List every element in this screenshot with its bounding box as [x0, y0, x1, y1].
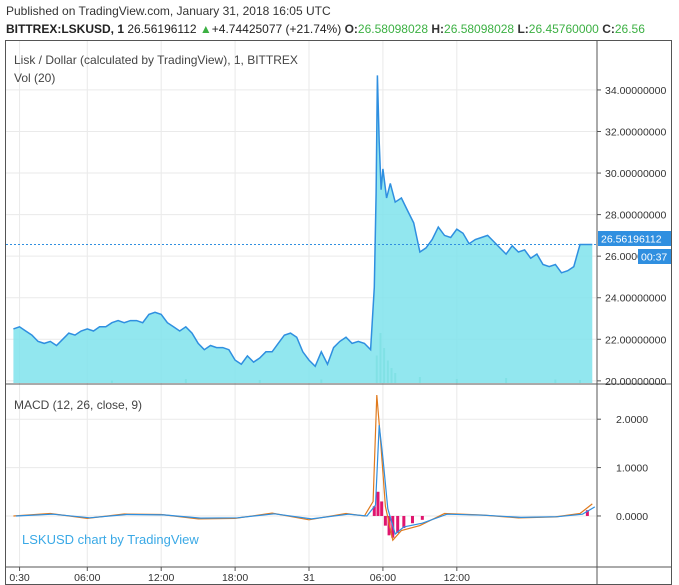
- time-tick-label: 12:00: [444, 572, 470, 584]
- macd-hist-bar: [420, 515, 424, 520]
- price-tag-bg: [598, 231, 671, 246]
- close-label: C:: [602, 22, 615, 36]
- macd-hist-bar: [585, 510, 589, 516]
- volume-legend: Vol (20): [14, 71, 55, 85]
- open-value: 26.58098028: [357, 22, 428, 36]
- time-tick-label: 31: [303, 572, 315, 584]
- macd-hist-bar: [402, 515, 406, 529]
- price-tick-label: 32.00000000: [605, 126, 666, 138]
- close-value: 26.56: [614, 22, 645, 36]
- watermark: LSKUSD chart by TradingView: [22, 532, 199, 547]
- high-label: H:: [431, 22, 445, 36]
- price-tick-label: 28.00000000: [605, 210, 666, 222]
- chart-canvas[interactable]: 34.00000000 32.00000000 30.00000000 28.0000…: [0, 40, 679, 585]
- open-label: O:: [344, 22, 358, 36]
- time-tick-label: 12:00: [148, 572, 174, 584]
- price-tick-label: 20.00000000: [605, 376, 666, 388]
- macd-hist-bar: [372, 506, 376, 516]
- quote-bar: BITTREX:LSKUSD, 1 26.56196112 ▲+4.744250…: [6, 22, 645, 36]
- macd-hist-bar: [410, 515, 414, 524]
- pane-title: Lisk / Dollar (calculated by TradingView…: [14, 53, 298, 67]
- symbol-label: BITTREX:LSKUSD, 1: [6, 22, 125, 36]
- low-value: 26.45760000: [528, 22, 599, 36]
- price-tick-label: 24.00000000: [605, 293, 666, 305]
- grid-lines: [6, 41, 596, 567]
- price-area: [13, 75, 593, 384]
- time-tick-label: 06:00: [74, 572, 100, 584]
- price-tag: 26.56196112: [601, 234, 662, 246]
- macd-hist-bar: [376, 491, 380, 516]
- price-axis: 34.00000000 32.00000000 30.00000000 28.0000…: [597, 85, 666, 388]
- price-tick-label: 34.00000000: [605, 85, 666, 97]
- macd-hist-bar: [383, 515, 387, 526]
- high-value: 26.58098028: [444, 22, 515, 36]
- price-tick-label: 26.00000000: [605, 251, 666, 263]
- price-tick-label: 30.00000000: [605, 168, 666, 180]
- macd-hist-bar: [380, 501, 384, 516]
- up-arrow-icon: ▲: [199, 22, 212, 36]
- macd-hist-bar: [396, 515, 400, 533]
- time-tick-label: 0:30: [9, 572, 30, 584]
- price-line: [13, 75, 593, 368]
- time-tick-label: 18:00: [222, 572, 248, 584]
- price-change: +4.74425077 (+21.74%): [211, 22, 342, 36]
- macd-tick-label: 2.0000: [616, 414, 648, 426]
- macd-tick-label: 1.0000: [616, 463, 648, 475]
- time-axis: 0:30 06:00 12:00 18:00 31 06:00 12:00: [9, 567, 470, 584]
- macd-axis: 2.0000 1.0000 0.0000: [597, 414, 648, 523]
- low-label: L:: [517, 22, 529, 36]
- macd-legend: MACD (12, 26, close, 9): [14, 398, 142, 412]
- signal-line: [15, 425, 596, 536]
- price-tick-label: 22.00000000: [605, 334, 666, 346]
- countdown-tag: 00:37: [641, 252, 667, 264]
- macd-tick-label: 0.0000: [616, 511, 648, 523]
- published-caption: Published on TradingView.com, January 31…: [6, 4, 331, 18]
- time-tick-label: 06:00: [370, 572, 396, 584]
- last-price: 26.56196112: [127, 22, 197, 36]
- countdown-tag-bg: [638, 249, 671, 264]
